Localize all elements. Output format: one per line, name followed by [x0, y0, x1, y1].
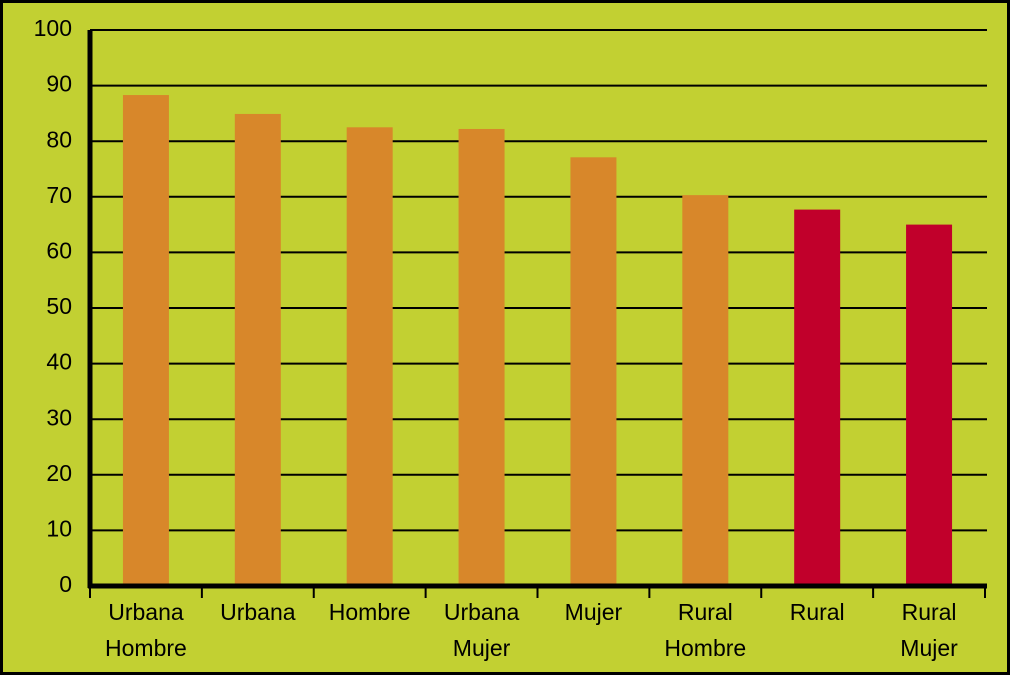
x-tick-label-line: Rural	[902, 599, 957, 625]
y-tick-label: 80	[46, 126, 72, 152]
x-tick-label-line: Urbana	[220, 599, 296, 625]
bar	[346, 127, 393, 587]
bar	[458, 128, 505, 586]
x-tick-label-line: Urbana	[444, 599, 520, 625]
y-tick-label: 30	[46, 404, 72, 430]
y-tick-label: 50	[46, 293, 72, 319]
bar	[794, 209, 841, 586]
y-tick-label: 60	[46, 237, 72, 263]
x-tick-label: Rural	[790, 599, 845, 625]
x-tick-label-line: Rural	[678, 599, 733, 625]
x-tick-label-line: Mujer	[453, 635, 511, 661]
x-tick-label: Hombre	[329, 599, 411, 625]
bar	[906, 224, 953, 586]
y-tick-label: 70	[46, 182, 72, 208]
x-tick-label-line: Urbana	[108, 599, 184, 625]
y-tick-label: 10	[46, 515, 72, 541]
x-tick-label: Urbana Mujer	[444, 599, 520, 661]
x-tick-label-line: Rural	[790, 599, 845, 625]
x-tick-label-line: Mujer	[565, 599, 623, 625]
x-tick-label-line: Hombre	[664, 635, 746, 661]
bar	[682, 195, 729, 586]
x-tick-label: Urbana Hombre	[105, 599, 187, 661]
y-tick-label: 40	[46, 349, 72, 375]
x-tick-label-line: Mujer	[900, 635, 958, 661]
y-tick-label: 0	[59, 571, 72, 597]
bar	[234, 113, 281, 587]
y-tick-label: 90	[46, 71, 72, 97]
x-tick-label: Rural Mujer	[900, 599, 958, 661]
x-tick-label-line: Hombre	[329, 599, 411, 625]
x-tick-label-line: Hombre	[105, 635, 187, 661]
bar	[570, 157, 617, 586]
x-tick-label: Urbana	[220, 599, 296, 625]
bar	[122, 95, 169, 586]
y-tick-label: 100	[34, 15, 72, 41]
x-tick-label: Mujer	[565, 599, 623, 625]
x-tick-label: Rural Hombre	[664, 599, 746, 661]
y-tick-label: 20	[46, 460, 72, 486]
